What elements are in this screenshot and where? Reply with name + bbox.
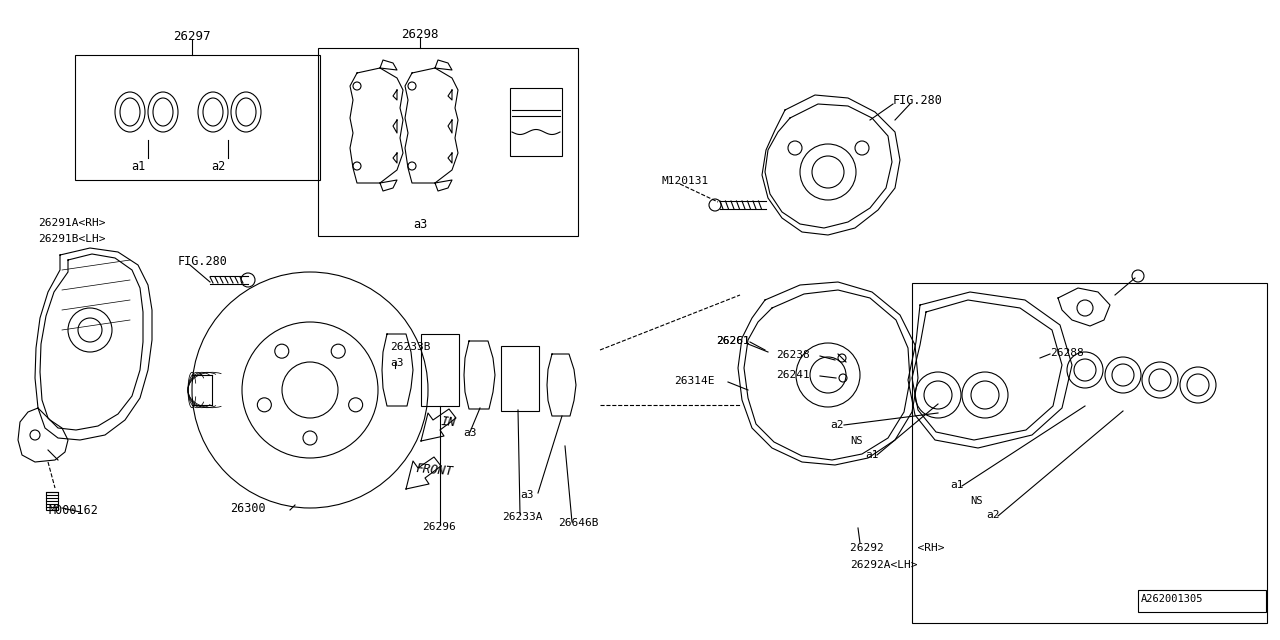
Text: a1: a1 — [950, 480, 964, 490]
Text: 26297: 26297 — [173, 30, 211, 43]
Text: 26241: 26241 — [776, 370, 810, 380]
Text: a3: a3 — [390, 358, 403, 368]
Bar — [500, 346, 539, 410]
Bar — [421, 334, 460, 406]
Bar — [913, 283, 1267, 623]
Text: 26300: 26300 — [230, 502, 266, 515]
Text: 26291A<RH>: 26291A<RH> — [38, 218, 105, 228]
Text: 26298: 26298 — [401, 28, 439, 41]
Text: 26233B: 26233B — [390, 342, 430, 352]
Bar — [317, 48, 579, 236]
Bar — [46, 492, 58, 510]
Text: A262001305: A262001305 — [1140, 594, 1203, 604]
Text: 26261: 26261 — [716, 336, 750, 346]
Text: M120131: M120131 — [660, 176, 708, 186]
Text: 26291B<LH>: 26291B<LH> — [38, 234, 105, 244]
Text: NS: NS — [850, 436, 863, 446]
Text: 26233A: 26233A — [502, 512, 543, 522]
Text: a2: a2 — [211, 160, 225, 173]
Text: a2: a2 — [829, 420, 844, 430]
Text: FRONT: FRONT — [415, 462, 453, 478]
Text: 26296: 26296 — [422, 522, 456, 532]
Text: a3: a3 — [463, 428, 476, 438]
Polygon shape — [406, 457, 442, 489]
Text: a2: a2 — [986, 510, 1000, 520]
Text: 26238: 26238 — [776, 350, 810, 360]
Text: 26288: 26288 — [1050, 348, 1084, 358]
Text: 26261: 26261 — [716, 336, 750, 346]
Text: a3: a3 — [413, 218, 428, 231]
Polygon shape — [421, 409, 456, 441]
Text: M000162: M000162 — [49, 504, 97, 517]
Text: a3: a3 — [520, 490, 534, 500]
Text: FIG.280: FIG.280 — [178, 255, 228, 268]
Text: a1: a1 — [865, 450, 878, 460]
Bar — [1138, 590, 1266, 612]
Text: IN: IN — [440, 415, 456, 429]
Text: 26314E: 26314E — [675, 376, 714, 386]
Text: NS: NS — [970, 496, 983, 506]
Text: FIG.280: FIG.280 — [893, 94, 943, 107]
Bar — [76, 55, 320, 180]
Text: 26292A<LH>: 26292A<LH> — [850, 560, 918, 570]
Bar — [509, 88, 562, 156]
Text: 26292     <RH>: 26292 <RH> — [850, 543, 945, 553]
Text: 26646B: 26646B — [558, 518, 599, 528]
Text: a1: a1 — [131, 160, 145, 173]
